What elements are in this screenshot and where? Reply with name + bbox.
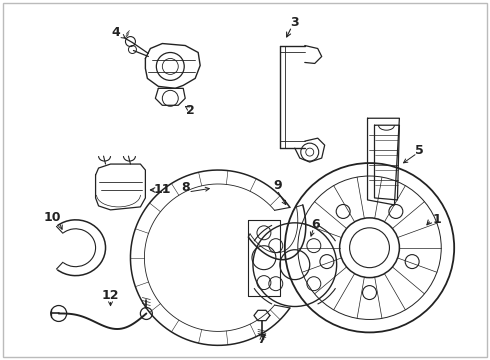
Text: 8: 8: [181, 181, 190, 194]
Text: 10: 10: [44, 211, 61, 224]
Text: 4: 4: [111, 26, 120, 39]
Text: 6: 6: [312, 218, 320, 231]
Text: 12: 12: [102, 289, 119, 302]
Text: 2: 2: [186, 104, 195, 117]
Text: 3: 3: [291, 16, 299, 29]
Text: 1: 1: [433, 213, 441, 226]
Text: 7: 7: [258, 333, 266, 346]
Text: 11: 11: [153, 184, 171, 197]
Text: 5: 5: [415, 144, 424, 157]
Text: 9: 9: [273, 180, 282, 193]
